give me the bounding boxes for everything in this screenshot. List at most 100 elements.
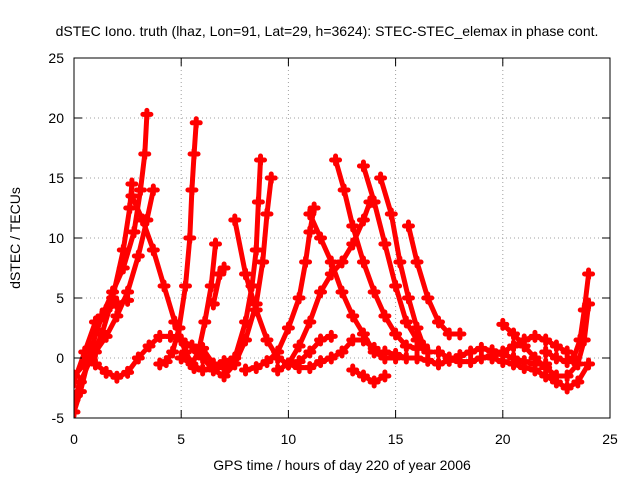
- data-series-group: [74, 107, 596, 418]
- data-point-marker: [539, 345, 553, 359]
- data-point-marker: [367, 375, 381, 389]
- data-point-marker: [264, 171, 278, 185]
- data-point-marker: [110, 297, 124, 311]
- data-point-marker: [178, 279, 192, 293]
- data-point-marker: [125, 189, 139, 203]
- data-point-marker: [560, 369, 574, 383]
- data-point-marker: [217, 261, 231, 275]
- data-point-marker: [142, 339, 156, 353]
- data-point-marker: [356, 369, 370, 383]
- data-point-marker: [307, 201, 321, 215]
- data-point-marker: [183, 231, 197, 245]
- data-point-marker: [356, 213, 370, 227]
- data-point-marker: [324, 351, 338, 365]
- data-point-marker: [185, 339, 199, 353]
- data-point-marker: [271, 363, 285, 377]
- data-point-marker: [303, 315, 317, 329]
- data-point-marker: [549, 351, 563, 365]
- y-tick-label: 15: [48, 170, 64, 186]
- series-19: [374, 171, 430, 353]
- data-point-marker: [131, 249, 145, 263]
- data-point-marker: [507, 327, 521, 341]
- data-point-marker: [196, 363, 210, 377]
- data-point-marker: [123, 201, 137, 215]
- data-point-marker: [187, 147, 201, 161]
- x-tick-label: 20: [495, 431, 511, 447]
- data-point-marker: [560, 345, 574, 359]
- data-point-marker: [582, 357, 596, 371]
- series-21: [346, 363, 392, 389]
- data-point-marker: [174, 351, 188, 365]
- data-point-marker: [528, 351, 542, 365]
- x-tick-label: 25: [602, 431, 618, 447]
- data-point-marker: [335, 255, 349, 269]
- data-point-marker: [172, 321, 186, 335]
- data-point-marker: [507, 357, 521, 371]
- data-point-marker: [410, 321, 424, 335]
- series-25: [496, 297, 596, 383]
- series-4: [74, 293, 135, 389]
- x-tick-label: 10: [281, 431, 297, 447]
- data-point-marker: [421, 291, 435, 305]
- data-point-marker: [346, 237, 360, 251]
- plot-area: 0 5 10 15 20 25 -5 0 5 10 15 20 25: [48, 50, 618, 447]
- data-point-marker: [517, 339, 531, 353]
- data-point-marker: [127, 225, 141, 239]
- data-point-marker: [249, 303, 263, 317]
- series-trace: [275, 199, 373, 373]
- data-point-marker: [389, 347, 403, 361]
- x-axis-label: GPS time / hours of day 220 of year 2006: [213, 457, 471, 473]
- data-point-marker: [204, 279, 218, 293]
- series-23: [431, 329, 574, 369]
- data-point-marker: [251, 195, 265, 209]
- data-point-marker: [314, 355, 328, 369]
- data-point-marker: [292, 339, 306, 353]
- data-point-marker: [474, 341, 488, 355]
- data-point-marker: [549, 369, 563, 383]
- data-point-marker: [159, 355, 173, 369]
- series-trace: [350, 367, 388, 385]
- data-point-marker: [146, 183, 160, 197]
- data-point-marker: [168, 315, 182, 329]
- data-point-marker: [209, 237, 223, 251]
- series-11: [206, 261, 231, 311]
- data-point-marker: [292, 291, 306, 305]
- data-point-marker: [485, 351, 499, 365]
- data-point-marker: [136, 213, 150, 227]
- data-point-marker: [116, 261, 130, 275]
- y-tick-label: 10: [48, 230, 64, 246]
- data-point-marker: [249, 243, 263, 257]
- data-point-marker: [314, 231, 328, 245]
- data-point-marker: [442, 351, 456, 365]
- y-tick-label: 5: [56, 290, 64, 306]
- series-17: [329, 153, 424, 355]
- data-point-marker: [99, 329, 113, 343]
- data-point-marker: [314, 333, 328, 347]
- x-tick-label: 0: [70, 431, 78, 447]
- data-point-marker: [88, 345, 102, 359]
- data-point-marker: [442, 327, 456, 341]
- data-point-marker: [582, 267, 596, 281]
- data-point-marker: [567, 351, 581, 365]
- data-point-marker: [431, 315, 445, 329]
- data-point-marker: [88, 315, 102, 329]
- data-point-marker: [228, 213, 242, 227]
- data-point-marker: [78, 345, 92, 359]
- data-point-marker: [549, 339, 563, 353]
- data-point-marker: [303, 361, 317, 375]
- data-point-marker: [337, 183, 351, 197]
- data-point-marker: [299, 255, 313, 269]
- data-point-marker: [571, 357, 585, 371]
- data-point-marker: [346, 363, 360, 377]
- data-point-marker: [303, 225, 317, 239]
- y-tick-label: 0: [56, 350, 64, 366]
- data-point-marker: [378, 345, 392, 359]
- data-point-marker: [125, 177, 139, 191]
- data-point-marker: [464, 345, 478, 359]
- data-point-marker: [399, 315, 413, 329]
- y-tick-label: 25: [48, 50, 64, 66]
- data-point-marker: [367, 195, 381, 209]
- data-point-marker: [367, 345, 381, 359]
- data-point-marker: [356, 327, 370, 341]
